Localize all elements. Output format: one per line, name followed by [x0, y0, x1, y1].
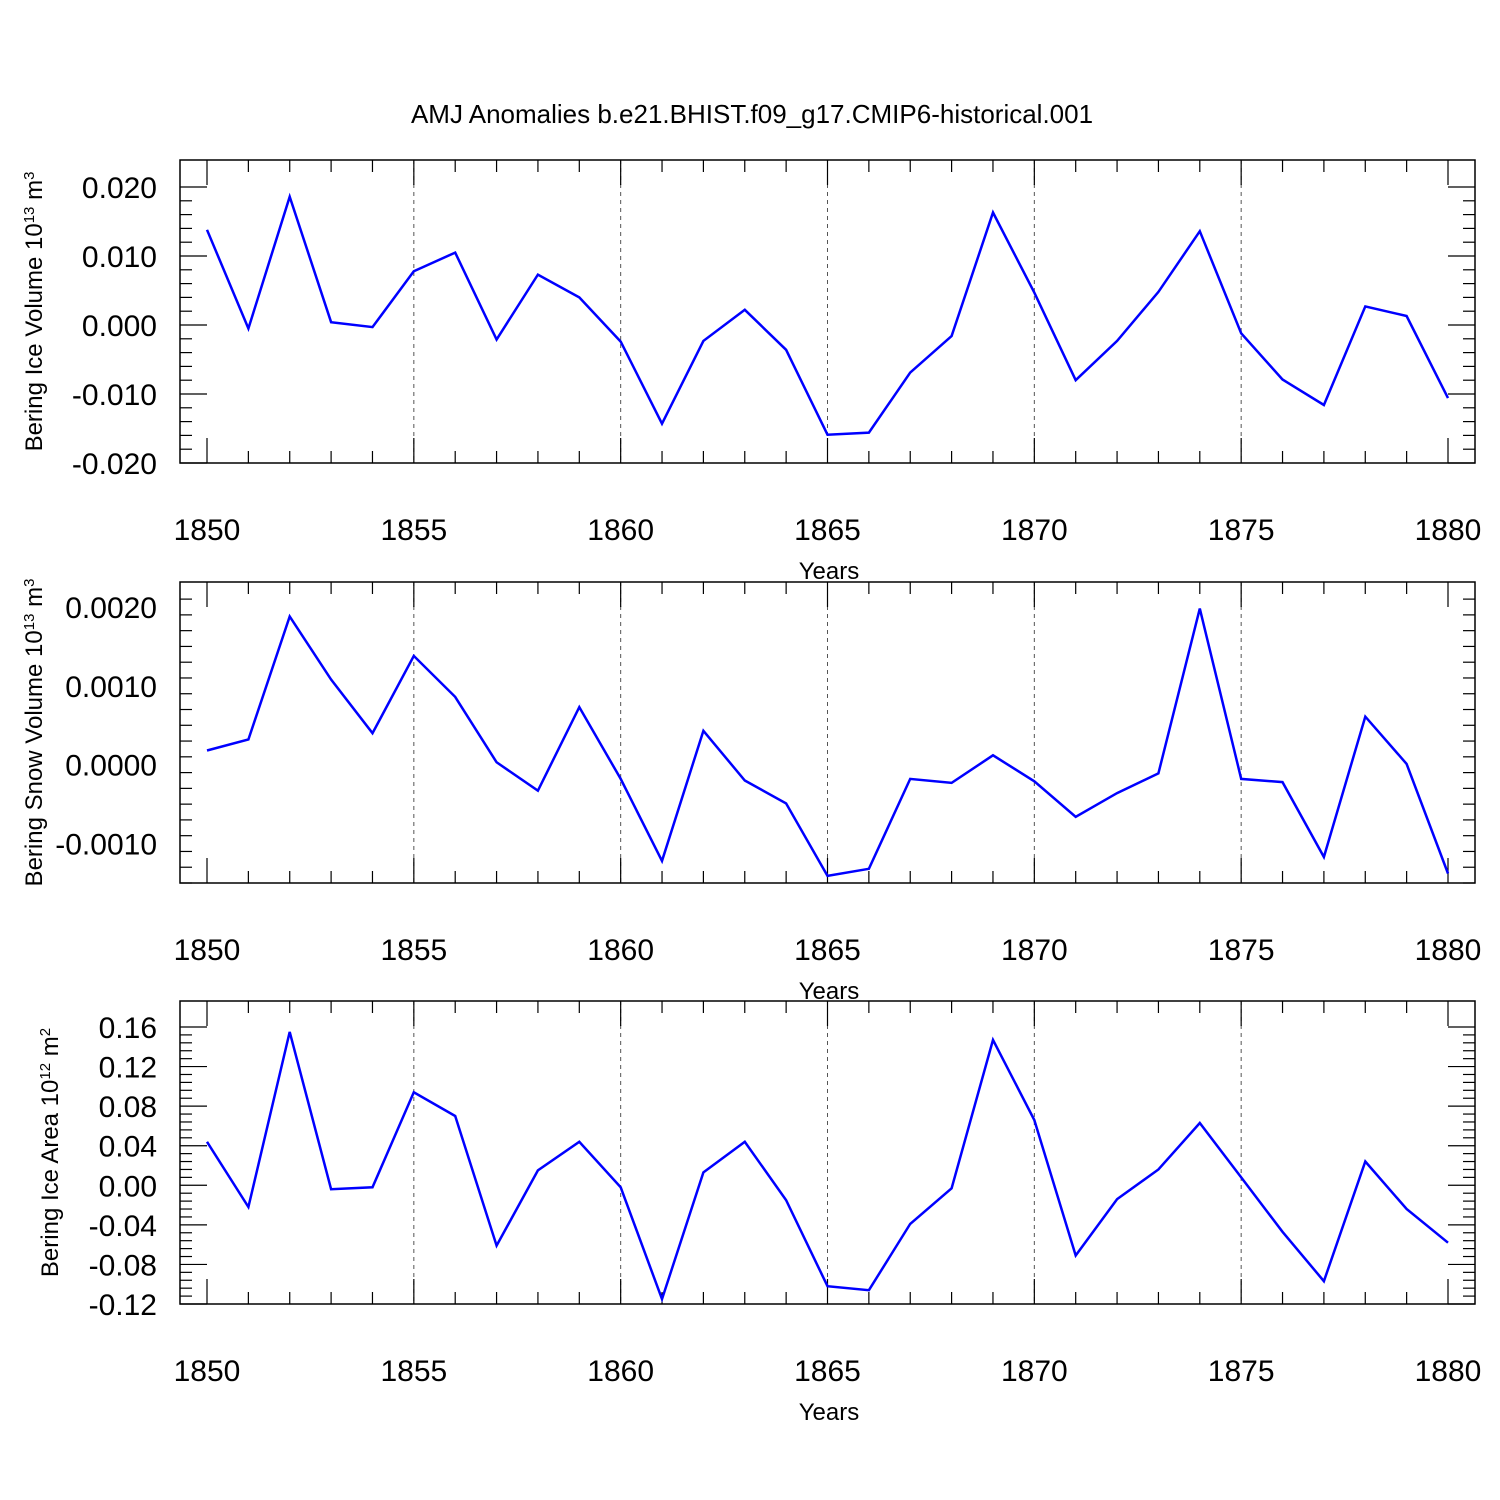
y-axis-label-part: m: [21, 180, 48, 207]
y-tick-label: 0.16: [99, 1012, 157, 1045]
series-line: [206, 608, 1450, 878]
figure-title: AMJ Anomalies b.e21.BHIST.f09_g17.CMIP6-…: [411, 99, 1093, 129]
x-tick-label: 1865: [794, 1355, 861, 1388]
panel-snow-volume: -0.0010 0.0000 0.0010 0.0020 1850 1855 1860 186…: [21, 579, 1482, 1005]
x-tick-label: 1865: [794, 934, 861, 967]
y-axis-label-part: Bering Ice Volume 10: [21, 223, 48, 451]
x-tick-label: 1850: [174, 934, 241, 967]
y-axis-label-part: m: [37, 1036, 64, 1063]
x-tick-label: 1875: [1208, 934, 1275, 967]
x-tick-label: 1865: [794, 514, 861, 547]
series-line: [205, 192, 1450, 436]
x-tick-label: 1860: [587, 934, 654, 967]
x-tick-label: 1850: [174, 514, 241, 547]
x-axis-label: Years: [799, 558, 860, 585]
y-tick-label: -0.04: [89, 1210, 157, 1243]
y-axis-label-superscript: 3: [21, 579, 38, 587]
y-axis-label-superscript: 3: [21, 172, 38, 180]
panel-ice-volume: -0.020 -0.010 0.000 0.010 0.020 1850 1855 1860 1…: [21, 159, 1482, 585]
y-tick-label: 0.020: [82, 172, 157, 205]
y-axis-label: Bering Snow Volume 1013 m3: [21, 579, 49, 887]
y-tick-label: 0.00: [99, 1170, 157, 1203]
y-tick-label: 0.04: [99, 1131, 157, 1164]
y-axis-label-superscript: 13: [21, 207, 38, 224]
y-axis-label-superscript: 13: [21, 614, 38, 631]
y-axis-label-part: Bering Ice Area 10: [37, 1080, 64, 1277]
y-tick-label: -0.0010: [55, 829, 157, 862]
x-tick-label: 1855: [380, 514, 447, 547]
y-tick-label: -0.12: [89, 1289, 157, 1322]
y-tick-label: 0.12: [99, 1052, 157, 1085]
y-tick-label: 0.0020: [65, 592, 157, 625]
x-tick-label: 1855: [380, 1355, 447, 1388]
x-tick-label: 1860: [587, 1355, 654, 1388]
y-tick-label: -0.08: [89, 1249, 157, 1282]
y-axis-label-superscript: 2: [37, 1028, 54, 1036]
x-tick-label: 1860: [587, 514, 654, 547]
y-tick-label: -0.020: [72, 448, 157, 481]
y-axis-label-superscript: 12: [37, 1063, 54, 1080]
y-tick-label: 0.010: [82, 241, 157, 274]
x-tick-label: 1875: [1208, 514, 1275, 547]
panel-ice-area: -0.12 -0.08 -0.04 0.00 0.04 0.08 0.12 0.16 1850 1…: [37, 1000, 1482, 1426]
x-tick-label: 1870: [1001, 1355, 1068, 1388]
y-tick-label: 0.0000: [65, 750, 157, 783]
x-tick-label: 1870: [1001, 934, 1068, 967]
y-axis-label-part: Bering Snow Volume 10: [21, 630, 48, 886]
y-tick-label: -0.010: [72, 379, 157, 412]
series-line: [205, 1031, 1449, 1303]
x-tick-label: 1875: [1208, 1355, 1275, 1388]
y-tick-label: 0.000: [82, 310, 157, 343]
y-tick-label: 0.08: [99, 1091, 157, 1124]
x-tick-label: 1880: [1415, 1355, 1482, 1388]
x-tick-label: 1880: [1415, 934, 1482, 967]
y-axis-label-part: m: [21, 587, 48, 614]
x-tick-label: 1880: [1415, 514, 1482, 547]
y-axis-label: Bering Ice Area 1012 m2: [37, 1028, 65, 1277]
x-tick-label: 1855: [380, 934, 447, 967]
y-tick-label: 0.0010: [65, 671, 157, 704]
x-axis-label: Years: [799, 1399, 860, 1426]
x-tick-label: 1870: [1001, 514, 1068, 547]
x-tick-label: 1850: [174, 1355, 241, 1388]
y-axis-label: Bering Ice Volume 1013 m3: [21, 172, 49, 452]
